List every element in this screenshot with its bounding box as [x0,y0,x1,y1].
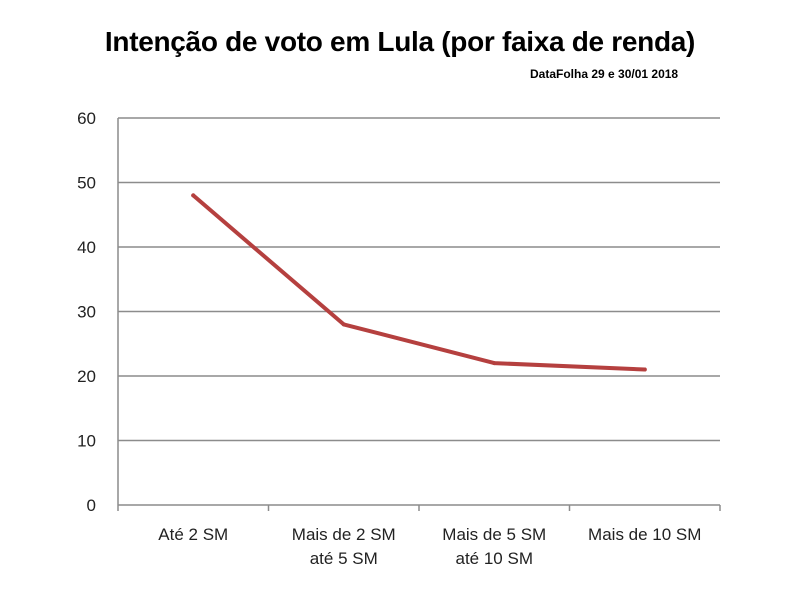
data-point [492,361,497,366]
data-point [642,367,647,372]
x-tick-label: Até 2 SM [158,525,228,544]
x-tick-label: Mais de 5 SM [442,525,546,544]
chart-subtitle: DataFolha 29 e 30/01 2018 [530,67,679,81]
y-tick-label: 20 [77,367,96,386]
x-tick-label: Mais de 2 SM [292,525,396,544]
series-line [191,193,647,372]
data-point [341,322,346,327]
y-tick-label: 40 [77,238,96,257]
y-tick-label: 0 [87,496,96,515]
y-tick-label: 50 [77,174,96,193]
y-tick-label: 10 [77,432,96,451]
x-tick-label: Mais de 10 SM [588,525,701,544]
data-point [191,193,196,198]
chart-title: Intenção de voto em Lula (por faixa de r… [104,26,696,57]
y-tick-label: 30 [77,303,96,322]
y-tick-label: 60 [77,109,96,128]
x-tick-label: até 5 SM [310,549,378,568]
x-tick-label: até 10 SM [456,549,534,568]
